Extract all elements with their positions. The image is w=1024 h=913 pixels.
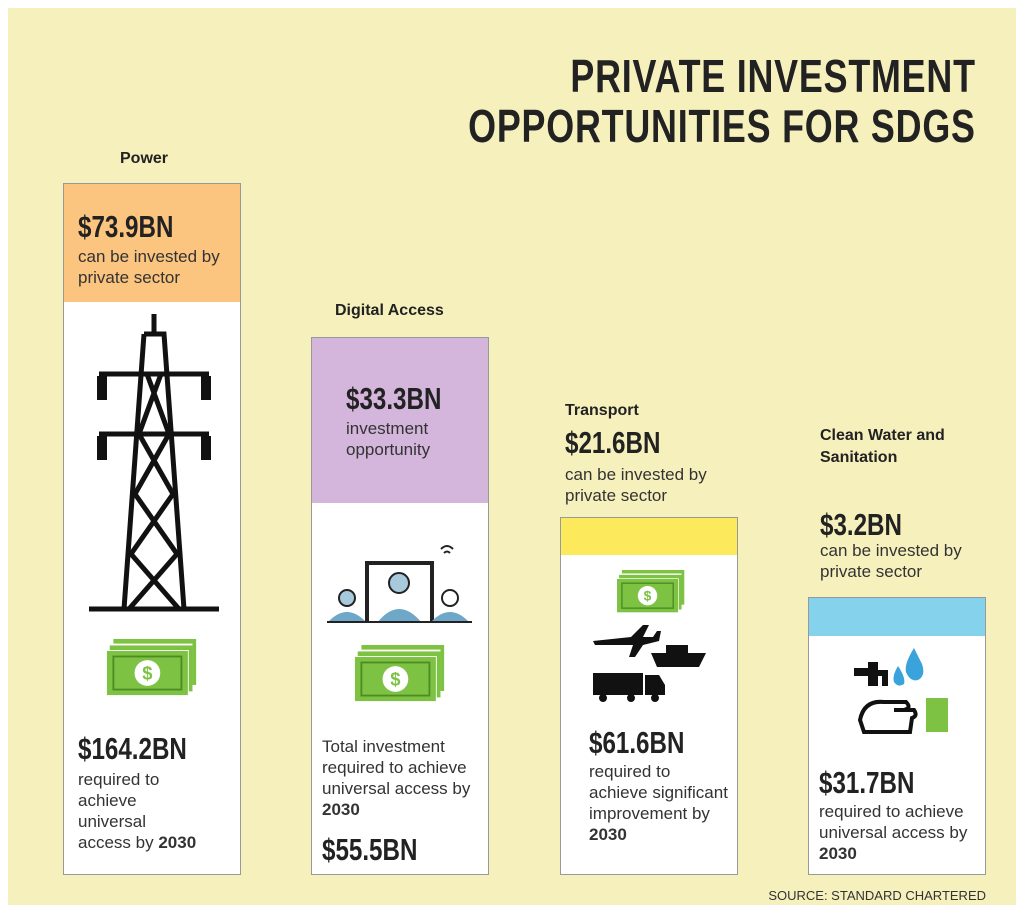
source: SOURCE: STANDARD CHARTERED <box>768 888 986 903</box>
total-note-text: required to achieve universal access by <box>819 802 967 842</box>
amount-note: can be invested by private sector <box>565 464 740 506</box>
amount: $21.6BN <box>565 426 660 460</box>
column-label: Transport <box>565 400 639 422</box>
total-note: required to achieve universal access by … <box>819 801 984 864</box>
amount-note: can be invested by private sector <box>78 246 228 288</box>
total-note-text: Total investment required to achieve uni… <box>322 737 470 798</box>
column-box: $61.6BN required to achieve significant … <box>560 517 738 875</box>
transport-icon <box>591 623 711 703</box>
total: $31.7BN <box>819 766 914 800</box>
money-icon <box>616 570 686 613</box>
column-label: Power <box>120 148 168 170</box>
water-icon <box>854 640 954 740</box>
tower-icon <box>89 314 219 614</box>
money-icon <box>354 645 446 702</box>
amount: $3.2BN <box>820 508 902 542</box>
total-note: required to achieve universal access by … <box>78 769 198 853</box>
amount: $33.3BN <box>346 382 441 416</box>
amount: $73.9BN <box>78 210 173 244</box>
total: $55.5BN <box>322 833 417 867</box>
title-line: PRIVATE INVESTMENT <box>571 53 976 99</box>
column-label: Clean Water and Sanitation <box>820 425 980 469</box>
total-note-text: required to achieve universal access by <box>78 770 159 852</box>
total-note: required to achieve significant improvem… <box>589 761 729 845</box>
column-header <box>809 598 985 636</box>
total: $164.2BN <box>78 732 187 766</box>
total-note: Total investment required to achieve uni… <box>322 736 482 820</box>
column-box: $73.9BN can be invested by private secto… <box>63 183 241 875</box>
people-icon <box>327 543 472 623</box>
year: 2030 <box>322 800 360 819</box>
column-label: Digital Access <box>335 300 444 322</box>
amount-note: investment opportunity <box>346 418 466 460</box>
money-icon <box>106 639 198 696</box>
total-note-text: required to achieve significant improvem… <box>589 762 728 823</box>
year: 2030 <box>158 833 196 852</box>
amount-note: can be invested by private sector <box>820 540 980 582</box>
year: 2030 <box>819 844 857 863</box>
infographic: $ PRIVATE INVESTMENT OPPORTUNITIES FOR S… <box>8 8 1016 905</box>
column-header <box>561 518 737 555</box>
column-box: $31.7BN required to achieve universal ac… <box>808 597 986 875</box>
column-box: $33.3BN investment opportunity Total inv… <box>311 337 489 875</box>
total: $61.6BN <box>589 726 684 760</box>
title-line: OPPORTUNITIES FOR SDGS <box>468 103 976 149</box>
year: 2030 <box>589 825 627 844</box>
